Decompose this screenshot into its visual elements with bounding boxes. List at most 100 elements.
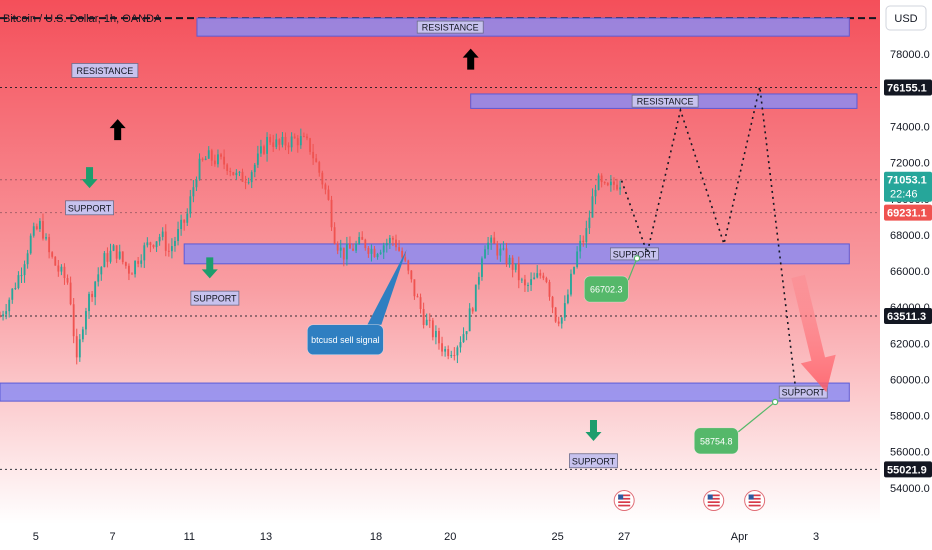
price-tag	[884, 79, 932, 96]
callout-text: 58754.8	[700, 436, 733, 446]
flag-stripe	[707, 494, 720, 497]
currency-button-label: USD	[894, 13, 917, 25]
price-axis-tick: 74000.0	[890, 121, 930, 133]
candle-body	[164, 231, 167, 251]
candle-body	[606, 183, 609, 186]
candle-body	[253, 164, 256, 173]
us-event-flag-icon[interactable]	[744, 490, 766, 512]
candle-body	[379, 252, 382, 255]
zone-label: RESISTANCE	[422, 23, 479, 33]
arrow-down-icon	[81, 167, 98, 189]
candle-body	[309, 138, 311, 152]
candle-body	[505, 248, 508, 265]
candle-body	[223, 156, 226, 165]
candle-body	[358, 236, 361, 244]
candle-body	[542, 275, 545, 279]
price-tag-value: 76155.1	[887, 83, 927, 95]
candle-body	[232, 172, 235, 176]
callout-connector	[737, 401, 776, 433]
callout-box[interactable]	[693, 427, 739, 455]
candle-body	[60, 266, 63, 272]
candle-body	[281, 136, 284, 145]
candle-body	[121, 251, 124, 263]
candle-body	[471, 308, 474, 312]
zone-support[interactable]	[183, 243, 850, 265]
candle-body	[352, 248, 354, 251]
candle-body	[85, 311, 87, 330]
zone-support[interactable]	[0, 382, 850, 402]
candle-body	[124, 262, 127, 266]
candle-body	[536, 273, 539, 278]
candle-body	[613, 181, 615, 185]
candle-body	[35, 226, 38, 230]
candle-body	[134, 260, 136, 275]
candle-body	[566, 294, 569, 304]
candle-body	[195, 179, 198, 188]
candle-body	[81, 329, 84, 340]
price-axis-tick: 58000.0	[890, 411, 930, 423]
candle-body	[456, 347, 459, 356]
us-event-flag-icon[interactable]	[703, 490, 725, 512]
currency-button[interactable]: USD	[885, 5, 927, 31]
candle-body	[333, 227, 336, 244]
chart-title: Bitcoin / U.S. Dollar, 1h, OANDA	[3, 13, 162, 25]
time-axis-tick: 27	[618, 531, 630, 543]
candle-body	[524, 279, 526, 286]
us-event-flag-icon[interactable]	[613, 490, 635, 512]
candle-body	[407, 260, 410, 271]
candle-body	[198, 158, 201, 180]
candle-body	[367, 248, 370, 254]
price-tag-value: 55021.9	[887, 464, 927, 476]
flag-stripe	[618, 494, 631, 497]
candle-body	[481, 258, 483, 277]
candle-body	[109, 250, 112, 262]
price-axis-tick: 72000.0	[890, 158, 930, 170]
label-tag-box	[190, 290, 240, 306]
candle-body	[170, 246, 173, 252]
candle-body	[616, 184, 618, 190]
candle-body	[217, 154, 219, 165]
flag-stripe	[707, 504, 720, 507]
candle-body	[490, 237, 493, 243]
candle-body	[161, 231, 164, 237]
candle-body	[517, 263, 520, 281]
candle-body	[229, 170, 232, 173]
candle-body	[441, 343, 443, 352]
label-tag-box	[569, 453, 618, 469]
candle-body	[539, 273, 542, 276]
callout-box[interactable]	[583, 275, 629, 303]
candle-body	[23, 264, 26, 276]
candle-body	[306, 136, 308, 139]
candle-body	[51, 252, 54, 257]
candle-body	[554, 307, 557, 322]
candle-body	[600, 175, 603, 183]
candle-body	[339, 247, 342, 251]
candle-body	[520, 279, 523, 281]
candle-body	[533, 277, 536, 280]
zone-resistance[interactable]	[196, 17, 850, 37]
candle-body	[385, 242, 388, 246]
candle-body	[579, 240, 582, 252]
zone-label-box	[416, 20, 484, 34]
candle-body	[180, 219, 183, 230]
candle-body	[557, 321, 560, 324]
callout-box[interactable]	[307, 324, 384, 355]
candle-body	[619, 187, 622, 190]
candle-body	[299, 136, 302, 146]
candle-body	[226, 164, 229, 171]
flag-stripe	[748, 501, 761, 504]
candle-body	[576, 251, 579, 267]
candle-body	[14, 287, 17, 289]
label-tag-support: SUPPORT	[572, 456, 616, 466]
price-tag	[884, 308, 932, 325]
candle-body	[594, 189, 597, 197]
candle-body	[290, 136, 293, 148]
candle-body	[272, 142, 275, 147]
candle-body	[275, 139, 278, 147]
candle-body	[149, 242, 152, 245]
flag-stripe	[707, 501, 720, 504]
candle-body	[603, 182, 606, 184]
candle-body	[588, 217, 591, 229]
